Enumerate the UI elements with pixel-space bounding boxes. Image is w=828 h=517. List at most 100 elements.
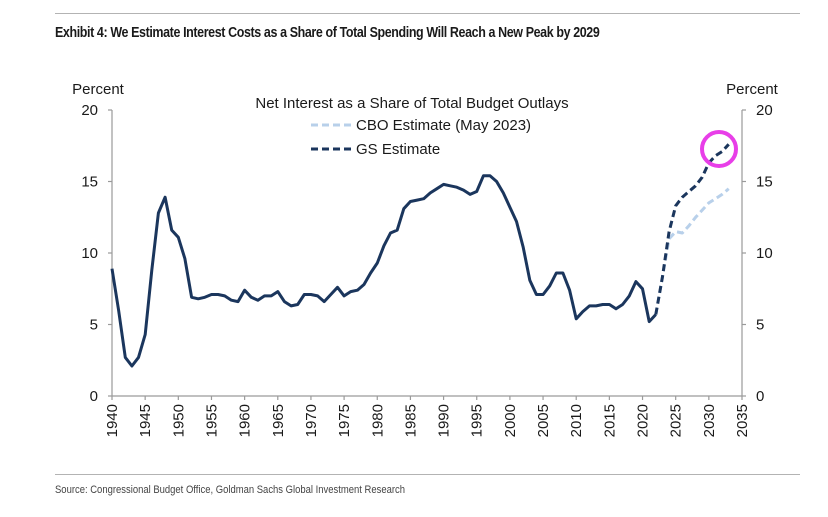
x-tick-label: 1980	[369, 404, 386, 437]
data-point	[634, 280, 637, 283]
data-point	[203, 296, 206, 299]
data-point	[442, 183, 445, 186]
data-point	[217, 293, 220, 296]
data-point	[190, 296, 193, 299]
x-tick-label: 2030	[701, 404, 718, 437]
data-point	[309, 293, 312, 296]
data-point	[674, 230, 677, 233]
highlight-circle-annotation	[700, 130, 738, 168]
right-y-tick-label: 5	[756, 317, 764, 334]
series-line-cbo-estimate-may-2023	[654, 187, 730, 315]
data-point	[429, 191, 432, 194]
data-point	[130, 364, 133, 367]
x-tick-label: 1955	[203, 404, 220, 437]
data-point	[449, 184, 452, 187]
data-point	[687, 224, 690, 227]
data-point	[575, 317, 578, 320]
data-point	[535, 293, 538, 296]
data-point	[409, 200, 412, 203]
data-point	[303, 293, 306, 296]
data-point	[681, 196, 684, 199]
data-point	[621, 303, 624, 306]
data-point	[714, 154, 717, 157]
x-tick-label: 2005	[535, 404, 552, 437]
x-tick-label: 2020	[635, 404, 652, 437]
data-point	[177, 236, 180, 239]
data-point	[150, 269, 153, 272]
left-y-tick-label: 20	[81, 102, 98, 119]
data-point	[694, 216, 697, 219]
data-point	[210, 293, 213, 296]
data-point	[369, 272, 372, 275]
data-point	[237, 300, 240, 303]
data-point	[588, 304, 591, 307]
data-point	[628, 294, 631, 297]
left-y-tick-label: 15	[81, 174, 98, 191]
data-point	[721, 150, 724, 153]
x-tick-label: 1945	[137, 404, 154, 437]
data-point	[329, 293, 332, 296]
left-axis-unit-label: Percent	[72, 81, 125, 98]
data-point	[555, 272, 558, 275]
data-point	[681, 231, 684, 234]
data-point	[542, 293, 545, 296]
right-y-tick-label: 20	[756, 102, 773, 119]
data-point	[721, 193, 724, 196]
data-point	[382, 244, 385, 247]
right-y-tick-label: 15	[756, 174, 773, 191]
data-point	[528, 279, 531, 282]
data-point	[515, 220, 518, 223]
top-divider	[55, 13, 800, 14]
data-point	[256, 299, 259, 302]
data-point	[641, 287, 644, 290]
data-point	[376, 262, 379, 265]
x-tick-label: 1940	[104, 404, 121, 437]
data-point	[668, 230, 671, 233]
data-point	[707, 201, 710, 204]
data-point	[124, 356, 127, 359]
data-point	[183, 257, 186, 260]
data-point	[164, 196, 167, 199]
data-point	[290, 304, 293, 307]
data-point	[601, 303, 604, 306]
data-point	[661, 276, 664, 279]
data-point	[157, 211, 160, 214]
right-y-tick-label: 10	[756, 245, 773, 262]
source-note: Source: Congressional Budget Office, Gol…	[55, 484, 406, 496]
data-point	[595, 304, 598, 307]
x-tick-label: 2035	[734, 404, 751, 437]
data-point	[250, 296, 253, 299]
data-point	[197, 297, 200, 300]
data-point	[230, 299, 233, 302]
data-point	[522, 246, 525, 249]
data-point	[561, 272, 564, 275]
data-point	[648, 320, 651, 323]
data-point	[243, 289, 246, 292]
exhibit-title: Exhibit 4: We Estimate Interest Costs as…	[55, 25, 600, 41]
chart-title: Net Interest as a Share of Total Budget …	[255, 95, 568, 112]
data-point	[568, 289, 571, 292]
data-point	[117, 309, 120, 312]
data-point	[389, 231, 392, 234]
data-point	[714, 197, 717, 200]
data-point	[674, 204, 677, 207]
data-point	[170, 229, 173, 232]
legend-label: GS Estimate	[356, 141, 440, 158]
data-point	[416, 199, 419, 202]
data-point	[435, 187, 438, 190]
right-y-tick-label: 0	[756, 388, 764, 405]
data-point	[694, 184, 697, 187]
data-point	[349, 290, 352, 293]
data-point	[482, 174, 485, 177]
data-point	[263, 294, 266, 297]
x-tick-label: 1975	[336, 404, 353, 437]
x-tick-label: 1960	[237, 404, 254, 437]
data-point	[701, 176, 704, 179]
series-line-historical	[110, 174, 657, 368]
data-point	[111, 267, 114, 270]
data-point	[276, 290, 279, 293]
data-point	[137, 356, 140, 359]
data-point	[402, 207, 405, 210]
